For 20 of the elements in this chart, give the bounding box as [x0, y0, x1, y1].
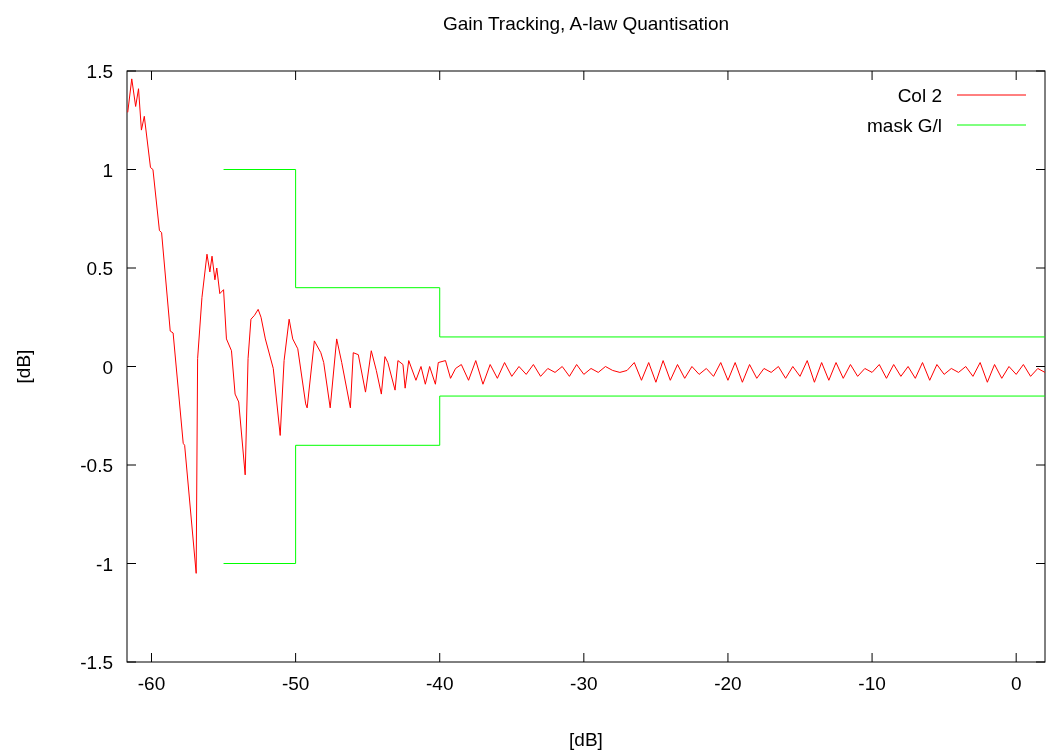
y-tick-label: 1 [102, 159, 113, 181]
x-tick-label: -20 [714, 673, 742, 694]
x-axis-title: [dB] [569, 729, 603, 750]
x-tick-label: -50 [281, 673, 310, 694]
line-series [127, 78, 1046, 574]
legend-label: Col 2 [897, 85, 942, 106]
x-tick-label: 0 [1010, 673, 1022, 694]
y-axis-title: [dB] [13, 349, 34, 384]
x-tick-label: -30 [570, 673, 598, 694]
x-tick-label: -10 [858, 673, 886, 694]
chart-title: Gain Tracking, A-law Quantisation [442, 13, 730, 34]
y-tick-label: 0.5 [86, 258, 113, 279]
x-tick-label: -40 [425, 673, 454, 694]
y-tick-label: 0 [102, 356, 113, 378]
y-tick-label: -1 [96, 553, 113, 575]
y-tick-label: 1.5 [86, 61, 113, 82]
y-tick-label: -1.5 [80, 652, 113, 673]
x-tick-label: -60 [137, 673, 166, 694]
legend-label: mask G/l [867, 115, 942, 136]
y-tick-label: -0.5 [80, 455, 113, 476]
